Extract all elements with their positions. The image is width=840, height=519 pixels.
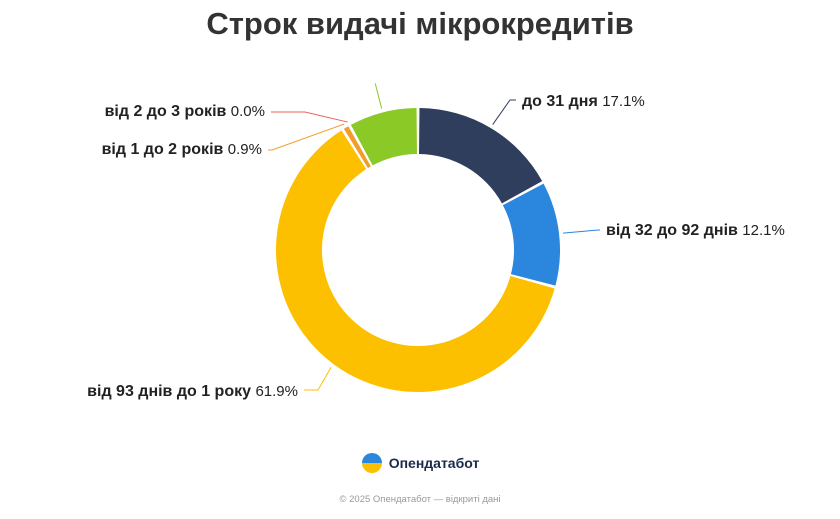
slice-label-name: від 32 до 92 днів [606,222,742,239]
leader-line-від-1-до-2-років [268,123,345,151]
slice-label-до-31-дня: до 31 дня 17.1% [522,93,645,110]
slice-label-value: 61.9% [255,383,298,400]
slice-label-name: від 1 до 2 років [102,141,228,158]
leader-line-від-32-до-92-днів [562,229,600,234]
footer-copyright: © 2025 Опендатабот — відкриті дані [339,494,501,505]
chart-title: Строк видачі мікрокредитів [206,6,634,41]
slice-label-name: від 93 днів до 1 року [87,383,255,400]
slice-label-value: 12.1% [742,222,785,239]
leader-line-unlabeled [374,83,383,109]
donut-slice-від-32-до-92-днів [502,183,560,286]
slice-label-від-93-днів-до-1-року: від 93 днів до 1 року 61.9% [87,383,298,400]
leader-line-до-31-дня [492,99,516,125]
slice-label-value: 0.0% [231,103,265,120]
slice-label-name: від 2 до 3 років [105,103,231,120]
slice-label-від-32-до-92-днів: від 32 до 92 днів 12.1% [606,222,785,239]
brand-name: Опендатабот [388,455,480,471]
donut-slice-unlabeled [350,108,417,166]
brand-logo: Опендатабот [0,452,840,474]
leader-line-від-93-днів-до-1-року [304,367,332,391]
slice-label-від-2-до-3-років: від 2 до 3 років 0.0% [105,103,265,120]
slice-label-name: до 31 дня [522,93,602,110]
donut-slice-від-1-до-2-років [343,126,371,169]
donut-slice-від-93-днів-до-1-року [276,130,555,392]
slice-label-від-1-до-2-років: від 1 до 2 років 0.9% [102,141,262,158]
donut-slice-до-31-дня [419,108,543,204]
slice-label-value: 17.1% [602,93,645,110]
slice-label-value: 0.9% [228,141,262,158]
opendatabot-logo-icon [361,453,382,473]
leader-line-від-2-до-3-років [271,111,348,123]
